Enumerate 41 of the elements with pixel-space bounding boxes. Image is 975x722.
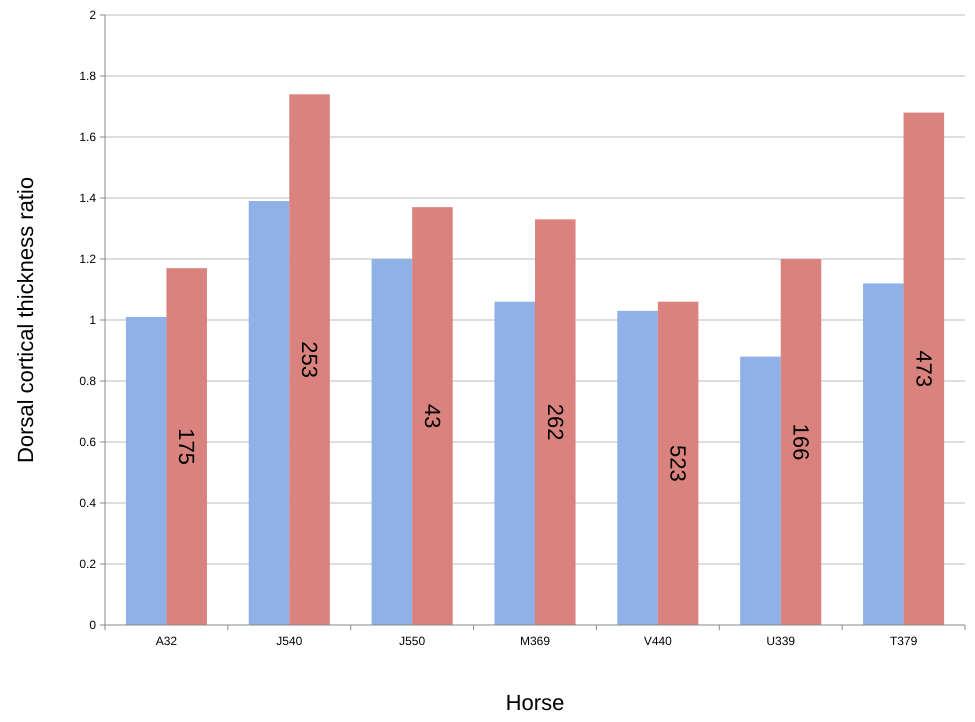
- y-tick-label: 1: [89, 313, 96, 327]
- y-tick-label: 0.8: [79, 374, 96, 388]
- annotation: 473: [911, 350, 936, 388]
- x-tick-label: M369: [520, 634, 550, 648]
- annotation: 43: [420, 404, 445, 428]
- y-tick-label: 0.4: [79, 496, 96, 510]
- bar: [248, 201, 290, 625]
- bar: [863, 283, 904, 625]
- annotation: 523: [666, 444, 691, 482]
- y-tick-label: 1.6: [79, 130, 96, 144]
- bar: [289, 94, 330, 625]
- annotation: 166: [788, 424, 814, 460]
- bar: [780, 259, 822, 625]
- x-tick-label: J550: [399, 634, 426, 648]
- annotation: 253: [297, 341, 322, 378]
- y-tick-label: 0.2: [79, 557, 96, 571]
- annotation: 262: [542, 404, 568, 441]
- bar: [126, 316, 166, 625]
- y-tick-label: 1.2: [79, 252, 96, 266]
- bar: [904, 112, 944, 625]
- x-tick-label: U339: [766, 634, 796, 648]
- y-tick-label: 2: [89, 8, 96, 22]
- bar: [412, 207, 453, 625]
- bar: [494, 302, 535, 625]
- y-tick-label: 1.4: [79, 191, 96, 205]
- x-tick-label: T379: [890, 634, 918, 648]
- bar: [166, 268, 207, 625]
- y-tick-label: 1.8: [79, 69, 96, 83]
- x-tick-label: A32: [156, 634, 178, 648]
- bar: [535, 219, 576, 625]
- x-tick-label: V440: [644, 634, 672, 648]
- bar: [372, 259, 412, 625]
- y-tick-label: 0.6: [79, 435, 96, 449]
- annotation: 175: [174, 428, 200, 465]
- y-axis-title: Dorsal cortical thickness ratio: [13, 176, 38, 464]
- bar: [740, 356, 781, 625]
- y-tick-label: 0: [89, 618, 96, 632]
- x-axis-title: Horse: [506, 690, 564, 715]
- bar: [617, 310, 658, 625]
- bar: [658, 302, 698, 625]
- x-tick-label: J540: [276, 634, 303, 648]
